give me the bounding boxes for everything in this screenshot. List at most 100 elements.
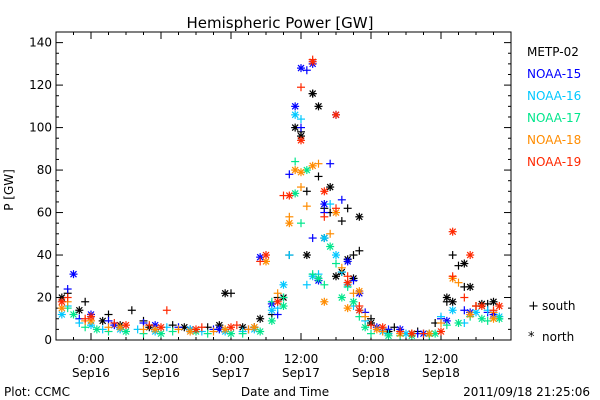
noaa-17-south-point xyxy=(203,329,212,338)
metp-02-north-point xyxy=(75,306,84,315)
metp-02-south-point xyxy=(127,306,136,315)
noaa-19-north-point xyxy=(57,297,66,306)
noaa-18-north-point xyxy=(285,219,294,228)
noaa-16-north-point xyxy=(279,280,288,289)
noaa-17-north-point xyxy=(349,297,358,306)
noaa-19-south-point xyxy=(367,321,375,330)
noaa-18-south-point xyxy=(361,312,370,321)
noaa-19-north-point xyxy=(378,323,387,332)
noaa-18-south-point xyxy=(244,325,253,334)
legend-entry-metp-02: METP-02 xyxy=(527,45,579,59)
noaa-17-north-point xyxy=(314,274,323,283)
x-tick-date-label: Sep18 xyxy=(422,366,460,380)
legend-entry-noaa-15: NOAA-15 xyxy=(527,67,581,81)
noaa-18-south-point xyxy=(104,323,113,332)
metp-02-south-point xyxy=(337,217,346,226)
noaa-15-south-point xyxy=(297,123,305,132)
noaa-19-north-point xyxy=(297,136,305,145)
legend-entry-noaa-18: NOAA-18 xyxy=(527,133,581,147)
metp-02-north-point xyxy=(256,314,265,323)
noaa-17-south-point xyxy=(320,280,329,289)
noaa-18-south-point xyxy=(273,289,282,298)
noaa-17-north-point xyxy=(291,189,300,198)
noaa-17-south-point xyxy=(291,157,300,166)
noaa-18-south-point xyxy=(349,289,358,298)
noaa-17-north-point xyxy=(477,314,486,323)
metp-02-north-point xyxy=(332,272,340,281)
metp-02-north-point xyxy=(448,297,457,306)
metp-02-south-point xyxy=(454,261,463,270)
y-tick-label: 120 xyxy=(29,78,52,92)
noaa-17-south-point xyxy=(297,219,305,228)
metp-02-north-point xyxy=(460,259,469,268)
noaa-18-north-point xyxy=(291,166,300,175)
noaa-18-north-point xyxy=(466,310,475,319)
noaa-19-north-point xyxy=(262,251,270,260)
y-tick-label: 80 xyxy=(37,163,52,177)
metp-02-south-point xyxy=(314,172,323,181)
noaa-18-south-point xyxy=(454,278,463,287)
noaa-17-south-point xyxy=(308,270,317,279)
metp-02-north-point xyxy=(442,293,451,302)
noaa-18-north-point xyxy=(221,325,230,334)
noaa-17-north-point xyxy=(69,310,78,319)
noaa-19-south-point xyxy=(332,204,340,213)
metp-02-north-point xyxy=(98,316,107,325)
metp-02-north-point xyxy=(489,297,498,306)
noaa-19-south-point xyxy=(256,257,265,266)
noaa-19-south-point xyxy=(419,329,428,338)
metp-02-north-point xyxy=(466,282,475,291)
noaa-19-north-point xyxy=(87,312,95,321)
y-tick-label: 0 xyxy=(44,333,52,347)
x-tick-time-label: 12:00 xyxy=(144,352,179,366)
noaa-19-south-point xyxy=(448,272,457,281)
metp-02-north-point xyxy=(302,251,311,260)
noaa-19-north-point xyxy=(308,57,317,66)
noaa-19-north-point xyxy=(157,323,165,332)
noaa-19-north-point xyxy=(466,251,475,260)
noaa-19-north-point xyxy=(122,321,130,330)
metp-02-south-point xyxy=(343,204,352,213)
y-tick-label: 60 xyxy=(37,206,52,220)
noaa-19-north-point xyxy=(192,325,200,334)
series-legend: METP-02 NOAA-15 NOAA-16 NOAA-17 NOAA-18 NOAA-… xyxy=(527,45,581,169)
noaa-19-south-point xyxy=(489,306,498,315)
noaa-19-south-point xyxy=(81,314,90,323)
noaa-19-north-point xyxy=(495,302,504,311)
noaa-15-south-point xyxy=(63,285,72,294)
noaa-17-north-point xyxy=(337,293,346,302)
x-axis-label: Date and Time xyxy=(241,385,329,399)
noaa-17-south-point xyxy=(442,321,451,330)
noaa-16-north-point xyxy=(332,251,340,260)
noaa-17-south-point xyxy=(168,327,177,336)
noaa-18-south-point xyxy=(437,319,445,328)
noaa-18-south-point xyxy=(314,159,323,168)
noaa-19-north-point xyxy=(332,110,340,119)
y-tick-label: 40 xyxy=(37,248,52,262)
chart-title: Hemispheric Power [GW] xyxy=(187,14,374,32)
noaa-17-south-point xyxy=(483,316,492,325)
metp-02-south-point xyxy=(390,323,399,332)
noaa-19-south-point xyxy=(460,293,469,302)
metp-02-south-point xyxy=(349,251,358,260)
noaa-19-north-point xyxy=(343,278,352,287)
noaa-19-south-point xyxy=(320,212,329,221)
noaa-19-north-point xyxy=(355,306,364,315)
noaa-17-south-point xyxy=(367,329,375,338)
noaa-19-south-point xyxy=(162,306,171,315)
noaa-18-north-point xyxy=(250,323,259,332)
noaa-19-north-point xyxy=(285,191,294,200)
x-tick-time-label: 0:00 xyxy=(358,352,385,366)
noaa-15-north-point xyxy=(343,257,352,266)
noaa-15-south-point xyxy=(285,170,294,179)
noaa-18-north-point xyxy=(186,327,195,336)
x-tick-date-label: Sep17 xyxy=(212,366,250,380)
symbol-legend-glyph: + xyxy=(528,299,539,314)
noaa-18-north-point xyxy=(151,325,160,334)
noaa-19-north-point xyxy=(273,297,282,306)
x-tick-date-label: Sep18 xyxy=(352,366,390,380)
noaa-15-south-point xyxy=(349,276,358,285)
noaa-18-north-point xyxy=(355,287,364,296)
noaa-16-north-point xyxy=(291,110,300,119)
noaa-18-north-point xyxy=(489,314,498,323)
